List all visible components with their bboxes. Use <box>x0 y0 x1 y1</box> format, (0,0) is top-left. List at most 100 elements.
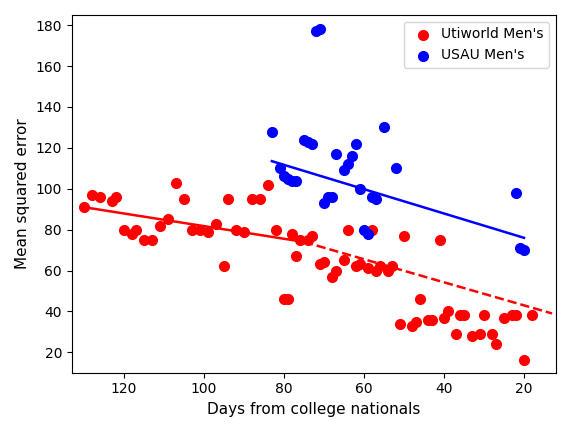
Utiworld Men's <box>203 228 212 235</box>
Utiworld Men's <box>239 228 248 235</box>
Utiworld Men's <box>283 295 292 302</box>
Utiworld Men's <box>492 341 501 348</box>
USAU Men's <box>347 152 356 159</box>
Utiworld Men's <box>528 312 537 319</box>
Y-axis label: Mean squared error: Mean squared error <box>15 118 30 269</box>
Utiworld Men's <box>427 316 436 323</box>
Utiworld Men's <box>411 318 420 325</box>
USAU Men's <box>287 177 296 184</box>
Utiworld Men's <box>263 181 272 188</box>
USAU Men's <box>307 140 316 147</box>
Utiworld Men's <box>355 261 364 268</box>
Utiworld Men's <box>247 196 256 203</box>
Utiworld Men's <box>327 273 336 280</box>
Utiworld Men's <box>179 196 188 203</box>
USAU Men's <box>283 175 292 182</box>
USAU Men's <box>512 189 521 196</box>
Utiworld Men's <box>119 226 128 233</box>
Utiworld Men's <box>195 226 204 233</box>
Utiworld Men's <box>500 314 509 321</box>
Utiworld Men's <box>107 197 116 204</box>
Utiworld Men's <box>480 312 489 319</box>
Utiworld Men's <box>456 312 465 319</box>
Utiworld Men's <box>343 226 352 233</box>
Utiworld Men's <box>111 194 120 200</box>
Utiworld Men's <box>139 236 148 243</box>
USAU Men's <box>367 194 376 200</box>
Utiworld Men's <box>423 316 432 323</box>
Utiworld Men's <box>407 322 416 329</box>
Utiworld Men's <box>127 230 136 237</box>
Utiworld Men's <box>211 220 220 227</box>
USAU Men's <box>311 28 320 35</box>
USAU Men's <box>355 185 364 192</box>
Utiworld Men's <box>163 216 172 223</box>
USAU Men's <box>267 128 276 135</box>
Utiworld Men's <box>439 314 448 321</box>
Utiworld Men's <box>231 226 240 233</box>
Utiworld Men's <box>271 226 280 233</box>
Utiworld Men's <box>512 312 521 319</box>
Utiworld Men's <box>476 330 485 337</box>
Utiworld Men's <box>395 320 404 327</box>
Utiworld Men's <box>339 257 348 264</box>
USAU Men's <box>343 161 352 168</box>
USAU Men's <box>279 173 288 180</box>
USAU Men's <box>299 136 308 143</box>
Utiworld Men's <box>147 236 156 243</box>
Utiworld Men's <box>460 312 469 319</box>
Utiworld Men's <box>363 265 372 272</box>
Utiworld Men's <box>387 263 396 270</box>
Utiworld Men's <box>223 196 232 203</box>
USAU Men's <box>379 124 388 131</box>
Utiworld Men's <box>351 263 360 270</box>
Utiworld Men's <box>279 295 288 302</box>
Utiworld Men's <box>371 267 380 274</box>
USAU Men's <box>331 150 340 157</box>
USAU Men's <box>327 194 336 200</box>
USAU Men's <box>323 194 332 200</box>
Utiworld Men's <box>79 204 89 211</box>
USAU Men's <box>315 26 324 33</box>
USAU Men's <box>516 245 525 251</box>
Utiworld Men's <box>319 259 328 266</box>
Utiworld Men's <box>171 179 180 186</box>
USAU Men's <box>291 177 300 184</box>
Utiworld Men's <box>444 308 453 315</box>
USAU Men's <box>303 138 312 145</box>
Utiworld Men's <box>291 253 300 260</box>
Utiworld Men's <box>303 236 312 243</box>
USAU Men's <box>275 165 284 172</box>
Utiworld Men's <box>520 357 529 364</box>
Utiworld Men's <box>375 263 384 270</box>
Utiworld Men's <box>468 333 477 340</box>
Utiworld Men's <box>219 263 228 270</box>
Utiworld Men's <box>383 267 392 274</box>
X-axis label: Days from college nationals: Days from college nationals <box>207 402 421 417</box>
USAU Men's <box>339 167 348 174</box>
Utiworld Men's <box>155 222 164 229</box>
USAU Men's <box>371 196 380 203</box>
USAU Men's <box>391 165 400 172</box>
USAU Men's <box>319 200 328 206</box>
Utiworld Men's <box>315 261 324 268</box>
Utiworld Men's <box>399 232 408 239</box>
Utiworld Men's <box>131 226 140 233</box>
USAU Men's <box>363 230 372 237</box>
Utiworld Men's <box>452 330 461 337</box>
Utiworld Men's <box>331 267 340 274</box>
Utiworld Men's <box>435 236 444 243</box>
Utiworld Men's <box>488 330 497 337</box>
Utiworld Men's <box>255 196 264 203</box>
Utiworld Men's <box>415 295 424 302</box>
Utiworld Men's <box>508 312 517 319</box>
USAU Men's <box>520 247 529 254</box>
Utiworld Men's <box>95 194 104 200</box>
Utiworld Men's <box>87 191 96 198</box>
USAU Men's <box>351 140 360 147</box>
USAU Men's <box>359 226 368 233</box>
Utiworld Men's <box>307 232 316 239</box>
Utiworld Men's <box>187 226 196 233</box>
Utiworld Men's <box>287 230 296 237</box>
Utiworld Men's <box>367 226 376 233</box>
